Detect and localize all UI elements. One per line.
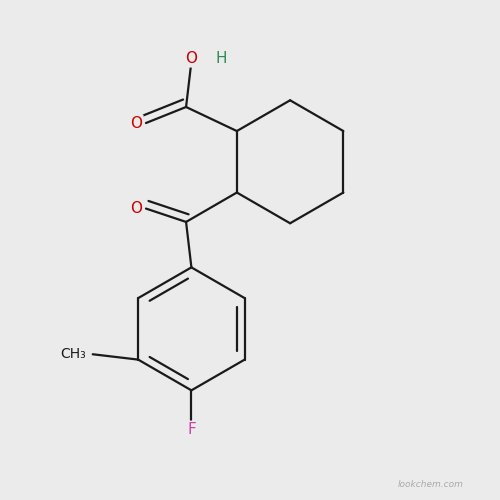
Text: O: O xyxy=(186,52,198,66)
Text: CH₃: CH₃ xyxy=(60,348,86,362)
Text: H: H xyxy=(215,52,226,66)
Text: F: F xyxy=(187,422,196,437)
Text: O: O xyxy=(130,116,142,130)
Text: O: O xyxy=(130,201,142,216)
Text: lookchem.com: lookchem.com xyxy=(398,480,464,488)
